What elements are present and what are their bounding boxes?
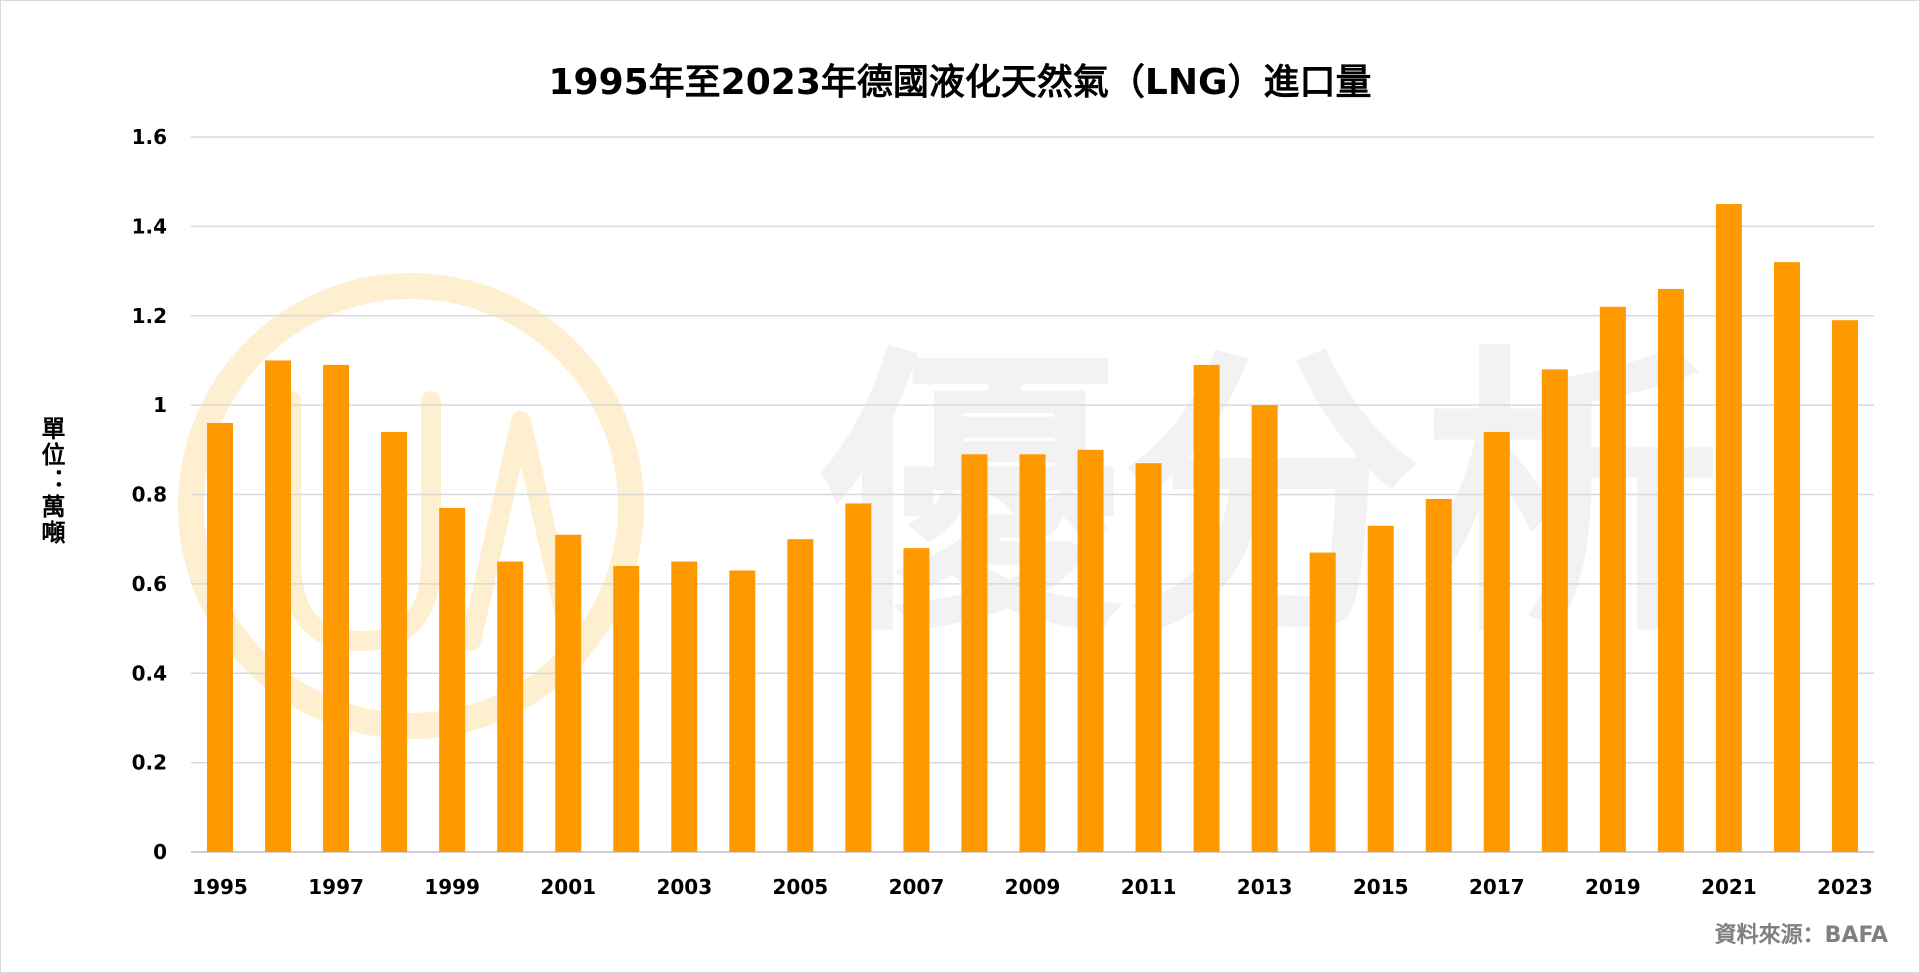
bar-2014: [1309, 552, 1336, 852]
bar-2004: [729, 570, 756, 852]
x-tick-label: 2013: [1237, 875, 1293, 899]
bar-1998: [381, 431, 408, 852]
y-tick-label: 0.8: [132, 483, 167, 507]
bar-2020: [1657, 288, 1684, 852]
x-tick-label: 2009: [1005, 875, 1061, 899]
x-tick-label: 2017: [1469, 875, 1525, 899]
bar-2015: [1367, 525, 1394, 852]
x-tick-label: 2011: [1121, 875, 1177, 899]
bar-2016: [1425, 498, 1452, 852]
chart-title: 1995年至2023年德國液化天然氣（LNG）進口量: [548, 62, 1372, 103]
y-tick-label: 0.6: [132, 572, 167, 596]
bar-1996: [265, 360, 292, 852]
x-tick-label: 2003: [656, 875, 712, 899]
x-tick-label: 2021: [1701, 875, 1757, 899]
bar-2005: [787, 539, 814, 852]
bar-2019: [1599, 306, 1626, 852]
bar-2018: [1541, 369, 1568, 852]
bar-2007: [903, 548, 930, 852]
bar-2021: [1715, 204, 1742, 852]
y-tick-label: 0: [153, 840, 167, 864]
bar-2001: [555, 534, 582, 852]
bar-2022: [1773, 262, 1800, 852]
bar-2009: [1019, 454, 1046, 852]
x-tick-label: 2005: [773, 875, 829, 899]
x-tick-label: 2001: [540, 875, 596, 899]
bar-2012: [1193, 364, 1220, 852]
source-note: 資料來源：BAFA: [1714, 923, 1888, 948]
bar-2006: [845, 503, 872, 852]
bar-1997: [323, 364, 350, 852]
y-tick-label: 0.2: [132, 751, 167, 775]
y-axis-title: 單位：萬噸: [37, 416, 65, 546]
bar-2000: [497, 561, 524, 852]
bar-2003: [671, 561, 698, 852]
x-tick-labels: 1995 1997 1999 2001 2003 2005 2007 2009 2011 2013…: [192, 875, 1873, 899]
bar-2023: [1831, 320, 1858, 852]
bar-2011: [1135, 463, 1162, 852]
bar-1995: [207, 423, 234, 852]
x-tick-label: 2019: [1585, 875, 1641, 899]
watermark-logo-mark: [281, 391, 581, 651]
x-tick-label: 2023: [1817, 875, 1873, 899]
bar-2010: [1077, 449, 1104, 852]
bar-2002: [613, 566, 640, 852]
x-tick-label: 1995: [192, 875, 248, 899]
y-tick-label: 0.4: [132, 661, 167, 685]
bar-2017: [1483, 431, 1510, 852]
y-tick-labels: 0 0.2 0.4 0.6 0.8 1 1.2 1.4 1.6: [132, 125, 167, 864]
bar-1999: [439, 507, 466, 852]
x-tick-label: 2007: [889, 875, 945, 899]
y-tick-label: 1: [153, 393, 167, 417]
bar-2013: [1251, 405, 1278, 852]
watermark-logo-ring: [178, 273, 644, 739]
x-tick-label: 1999: [424, 875, 480, 899]
y-tick-label: 1.4: [132, 214, 167, 238]
bars: [207, 204, 1858, 852]
x-tick-label: 2015: [1353, 875, 1409, 899]
y-tick-label: 1.2: [132, 304, 167, 328]
bar-2008: [961, 454, 988, 852]
x-tick-label: 1997: [308, 875, 364, 899]
y-tick-label: 1.6: [132, 125, 167, 149]
